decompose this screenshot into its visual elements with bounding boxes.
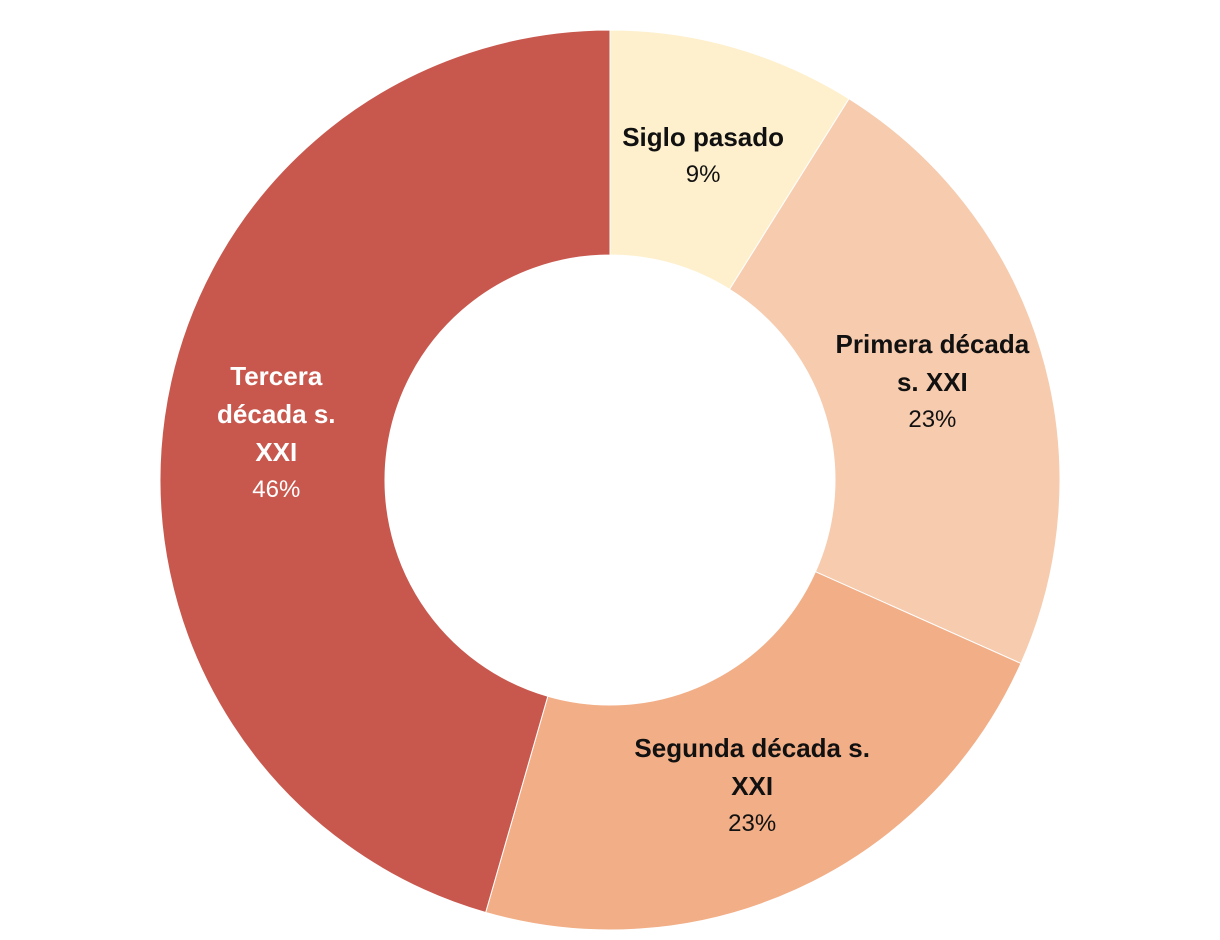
value-label: 23% [728,809,777,837]
category-label: Segunda década s. XXI [634,732,870,801]
donut-slice [728,98,1061,665]
slice-label: Segunda década s. XXI 23% [632,729,872,843]
category-label: Primera década s. XXI [835,328,1030,397]
slice-label: Siglo pasado 9% [573,118,833,194]
value-label: 46% [252,475,301,503]
category-label: Siglo pasado [622,122,785,153]
value-label: 23% [908,405,957,433]
donut-slice [159,29,611,914]
donut-slice [485,571,1022,931]
slice-label: Primera década s. XXI 23% [832,325,1032,439]
category-label: Tercera década s. XXI [217,360,336,467]
value-label: 9% [685,161,721,189]
slice-label: Tercera década s. XXI 46% [201,357,351,509]
